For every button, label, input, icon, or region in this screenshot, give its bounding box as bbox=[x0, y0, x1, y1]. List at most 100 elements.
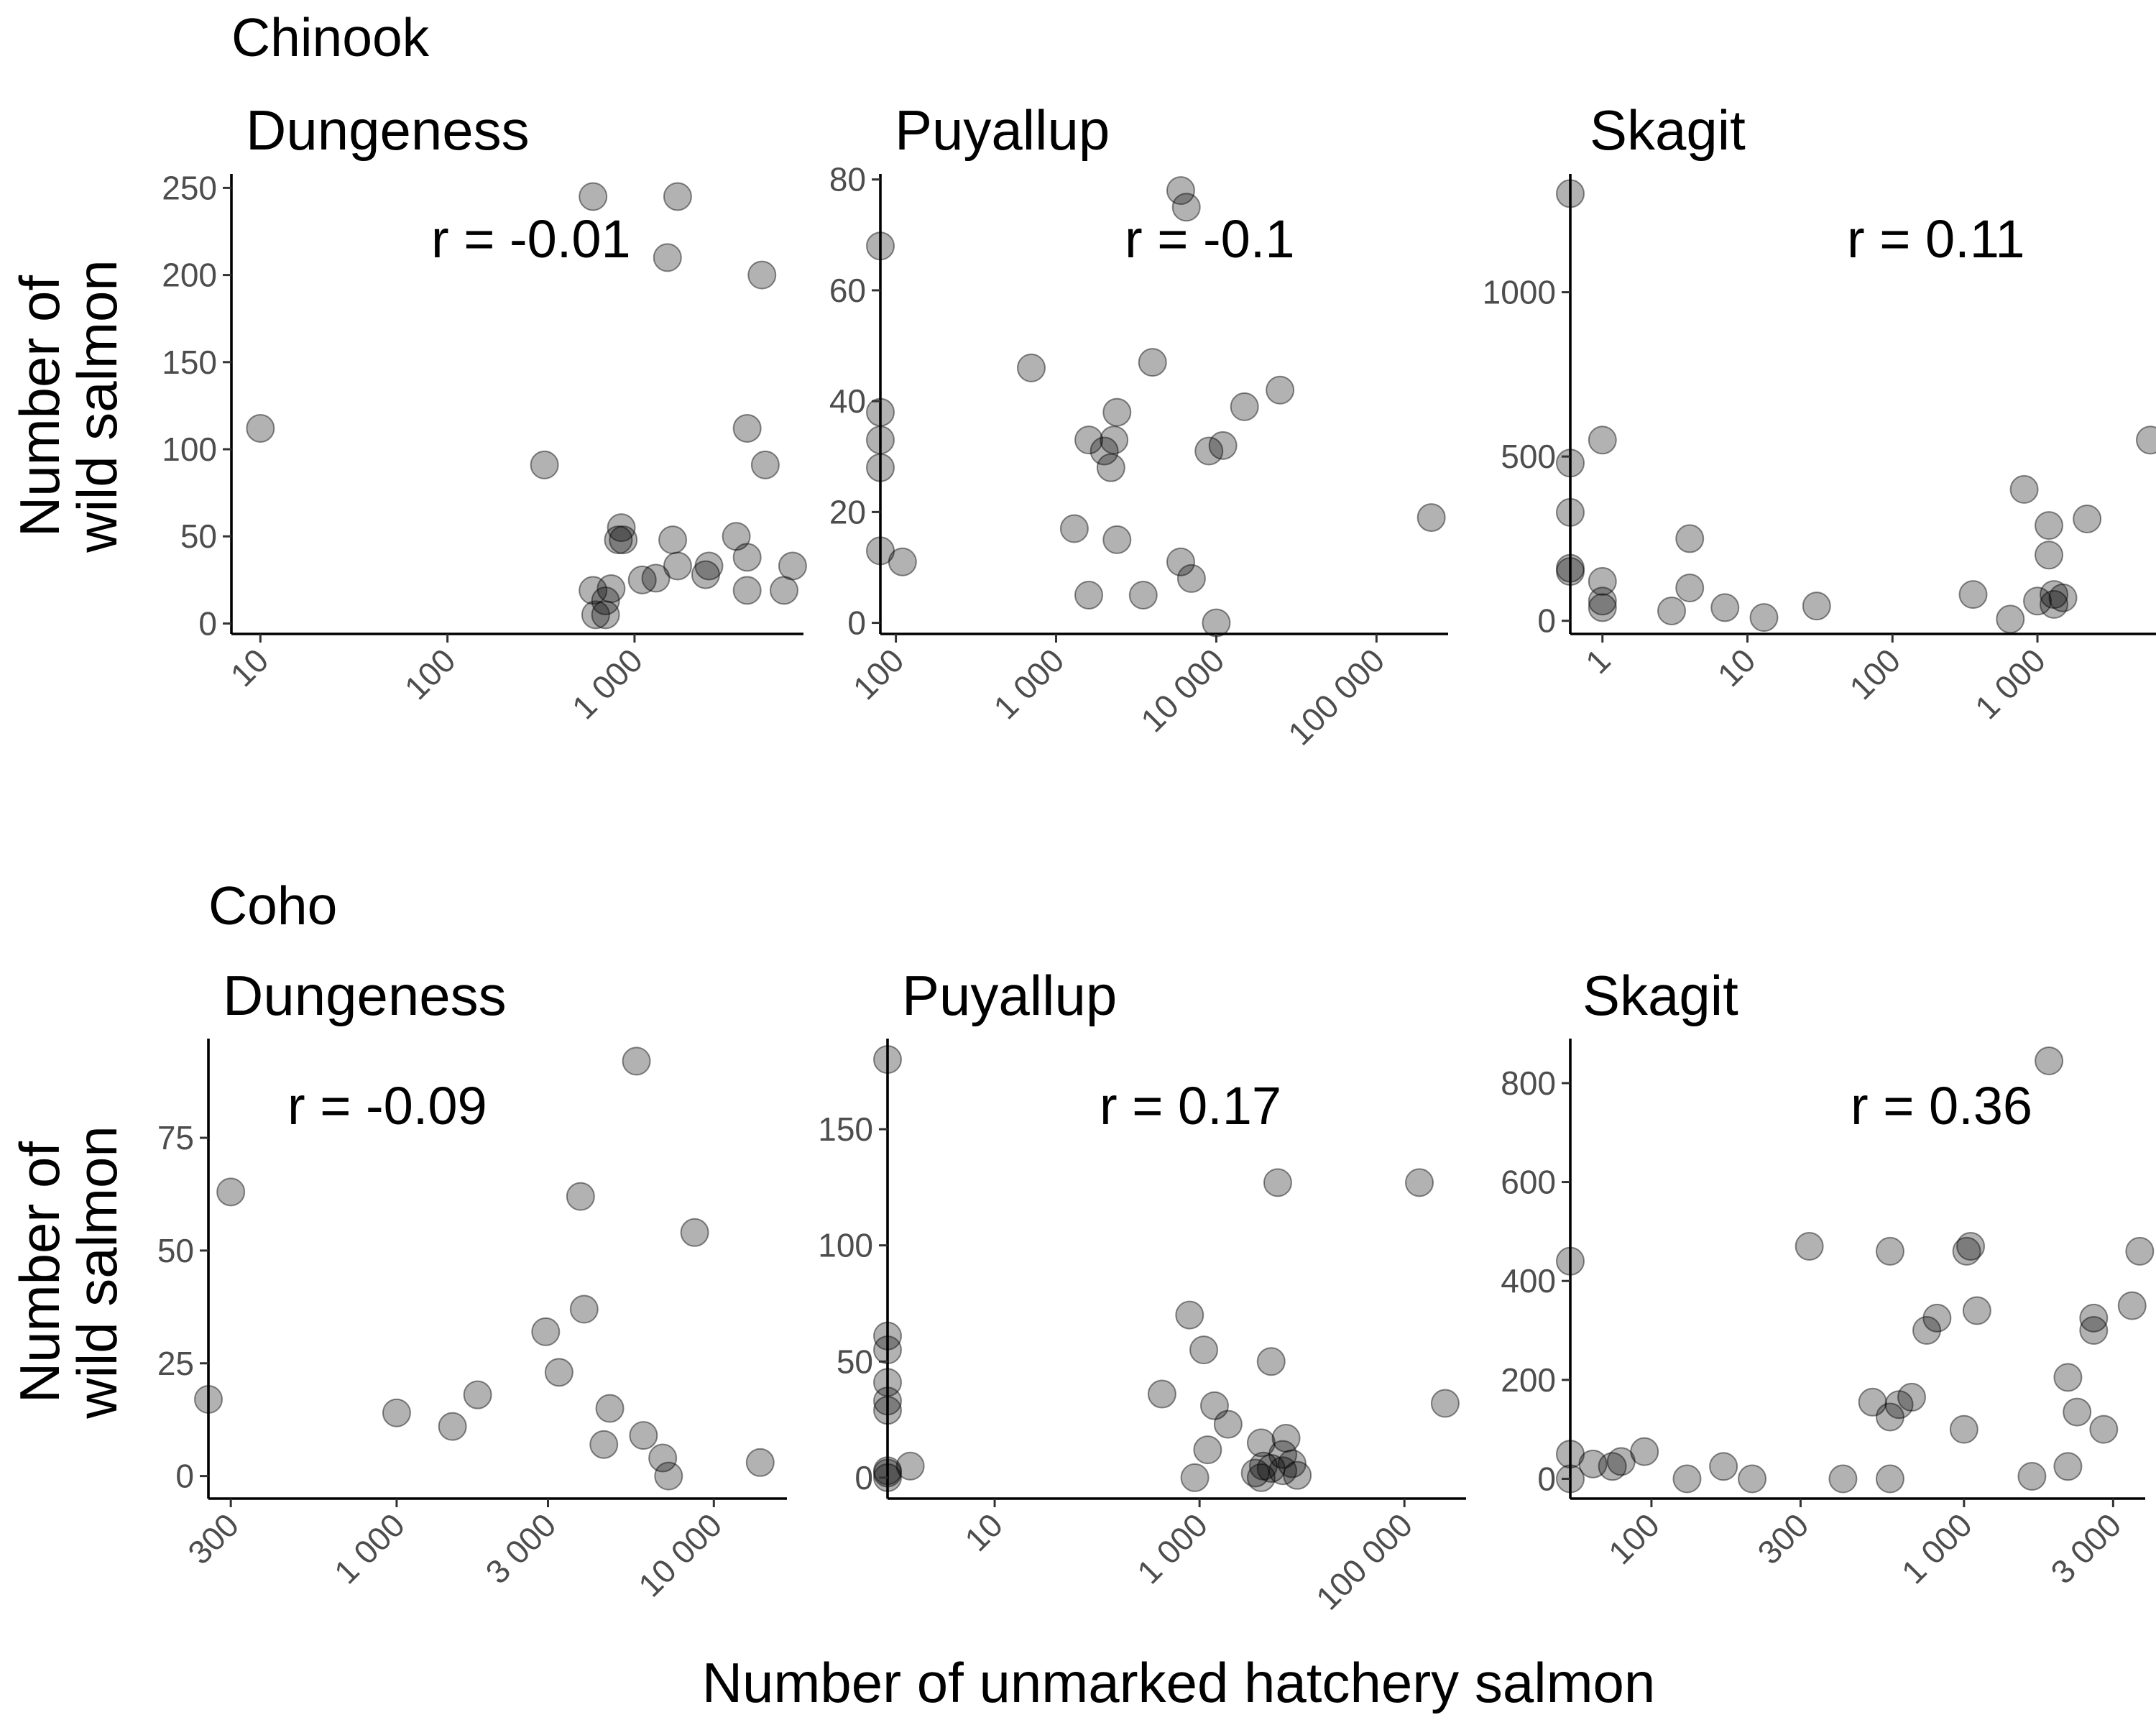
scatter-point bbox=[1240, 1458, 1270, 1488]
scatter-point bbox=[1213, 1409, 1243, 1439]
x-tick-label: 1 000 bbox=[986, 641, 1071, 726]
scatter-point bbox=[2040, 589, 2069, 619]
scatter-point bbox=[1710, 593, 1740, 622]
scatter-point bbox=[1147, 1379, 1176, 1409]
scatter-point bbox=[2053, 1452, 2083, 1481]
scatter-point bbox=[641, 564, 671, 593]
scatter-point bbox=[1102, 397, 1132, 427]
y-tick-label: 200 bbox=[1501, 1361, 1556, 1399]
x-tick-label: 100 000 bbox=[1309, 1506, 1419, 1616]
y-tick-label: 0 bbox=[847, 604, 866, 642]
scatter-point bbox=[1675, 524, 1705, 553]
panel-coho-dungeness: Dungeness 0 25 50 75 300 1 000 3 000 10 000 r = -… bbox=[157, 964, 787, 1604]
x-tick-label: 300 bbox=[180, 1506, 246, 1571]
scatter-point bbox=[246, 413, 275, 443]
scatter-point bbox=[745, 1448, 775, 1477]
scatter-point bbox=[1430, 1389, 1460, 1418]
scatter-point bbox=[1802, 592, 1831, 621]
scatter-point bbox=[2035, 511, 2064, 540]
scatter-point bbox=[589, 1430, 619, 1459]
scatter-point bbox=[1738, 1464, 1767, 1494]
scatter-point bbox=[622, 1046, 651, 1076]
scatter-point bbox=[1749, 603, 1779, 632]
scatter-point bbox=[2117, 1291, 2147, 1320]
scatter-point bbox=[1709, 1452, 1738, 1481]
scatter-point bbox=[1175, 1300, 1204, 1330]
scatter-point bbox=[569, 1294, 599, 1324]
scatter-point bbox=[579, 576, 608, 605]
correlation-annotation: r = -0.01 bbox=[431, 209, 631, 269]
scatter-point bbox=[1268, 1440, 1297, 1469]
scatter-point bbox=[1922, 1303, 1952, 1333]
y-tick-label: 25 bbox=[157, 1345, 194, 1382]
y-tick-label: 1000 bbox=[1483, 274, 1556, 311]
scatter-point bbox=[1208, 431, 1238, 460]
y-tick-label: 150 bbox=[818, 1110, 873, 1148]
panel-coho-puyallup: Puyallup 0 50 100 150 10 1 000 100 000 r = 0.17 bbox=[818, 964, 1466, 1617]
scatter-point bbox=[604, 525, 633, 555]
scatter-point bbox=[732, 576, 762, 605]
x-tick-label: 10 000 bbox=[631, 1506, 729, 1604]
correlation-annotation: r = 0.36 bbox=[1851, 1076, 2032, 1136]
scatter-point bbox=[1405, 1168, 1434, 1197]
scatter-point bbox=[2073, 505, 2102, 533]
scatter-point bbox=[1268, 1456, 1297, 1486]
panel-title: Skagit bbox=[1583, 964, 1738, 1027]
scatter-point bbox=[1884, 1390, 1914, 1420]
scatter-point bbox=[1100, 426, 1129, 455]
scatter-point bbox=[438, 1412, 467, 1441]
scatter-point bbox=[1875, 1464, 1904, 1494]
y-tick-label: 50 bbox=[837, 1343, 873, 1380]
scatter-point bbox=[2035, 1046, 2064, 1075]
scatter-point bbox=[1248, 1451, 1278, 1481]
scatter-point bbox=[1606, 1447, 1636, 1476]
scatter-point bbox=[1059, 514, 1089, 543]
scatter-point bbox=[2089, 1414, 2119, 1444]
scatter-point bbox=[2053, 1363, 2083, 1392]
x-tick-label: 100 bbox=[1842, 641, 1907, 707]
scatter-point bbox=[1128, 581, 1158, 610]
group-title-coho: Coho bbox=[208, 875, 337, 936]
x-tick-label: 100 bbox=[846, 641, 911, 707]
scatter-point bbox=[2048, 583, 2078, 612]
scatter-point bbox=[2035, 540, 2064, 570]
scatter-point bbox=[1630, 1437, 1659, 1466]
scatter-point bbox=[1952, 1236, 1981, 1266]
scatter-point bbox=[530, 450, 559, 479]
scatter-point bbox=[1588, 586, 1617, 616]
scatter-point bbox=[680, 1218, 709, 1247]
y-tick-label: 0 bbox=[1537, 602, 1556, 640]
x-tick-label: 10 000 bbox=[1133, 641, 1231, 739]
scatter-point bbox=[382, 1398, 411, 1427]
scatter-point bbox=[1176, 564, 1206, 593]
scatter-point bbox=[1657, 597, 1687, 625]
scatter-point bbox=[1996, 604, 2025, 634]
x-tick-label: 3 000 bbox=[2043, 1506, 2128, 1591]
scatter-point bbox=[648, 1443, 678, 1473]
scatter-point bbox=[544, 1358, 573, 1387]
y-tick-label: 0 bbox=[854, 1459, 873, 1496]
scatter-point bbox=[1096, 453, 1125, 482]
y-tick-label: 100 bbox=[162, 431, 217, 468]
scatter-point bbox=[694, 551, 724, 581]
scatter-point bbox=[2040, 580, 2069, 610]
x-tick-label: 1 000 bbox=[1130, 1506, 1215, 1591]
scatter-point bbox=[2063, 1397, 2092, 1427]
x-tick-label: 1 000 bbox=[565, 641, 650, 726]
x-tick-label: 1 bbox=[1578, 641, 1618, 681]
scatter-point bbox=[2017, 1462, 2047, 1491]
scatter-point bbox=[1588, 426, 1617, 455]
x-tick-label: 3 000 bbox=[478, 1506, 563, 1591]
correlation-annotation: r = 0.11 bbox=[1847, 209, 2025, 269]
scatter-point bbox=[663, 182, 692, 211]
scatter-point bbox=[1089, 436, 1119, 466]
scatter-point bbox=[1578, 1449, 1608, 1478]
y-tick-label: 40 bbox=[829, 382, 866, 420]
scatter-point bbox=[2125, 1236, 2155, 1266]
y-tick-label: 0 bbox=[198, 604, 217, 642]
scatter-point bbox=[769, 576, 798, 605]
scatter-point bbox=[581, 600, 610, 630]
scatter-point bbox=[1956, 1232, 1986, 1261]
scatter-point bbox=[732, 543, 762, 572]
scatter-point bbox=[1875, 1402, 1904, 1432]
